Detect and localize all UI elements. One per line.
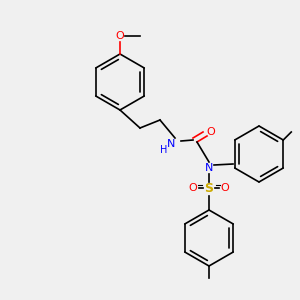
Text: O: O <box>116 31 124 41</box>
Text: O: O <box>189 183 197 193</box>
Text: O: O <box>220 183 230 193</box>
Text: H: H <box>160 145 168 155</box>
Text: S: S <box>205 182 214 194</box>
Text: O: O <box>207 127 215 137</box>
Text: N: N <box>167 139 175 149</box>
Text: N: N <box>205 163 213 173</box>
